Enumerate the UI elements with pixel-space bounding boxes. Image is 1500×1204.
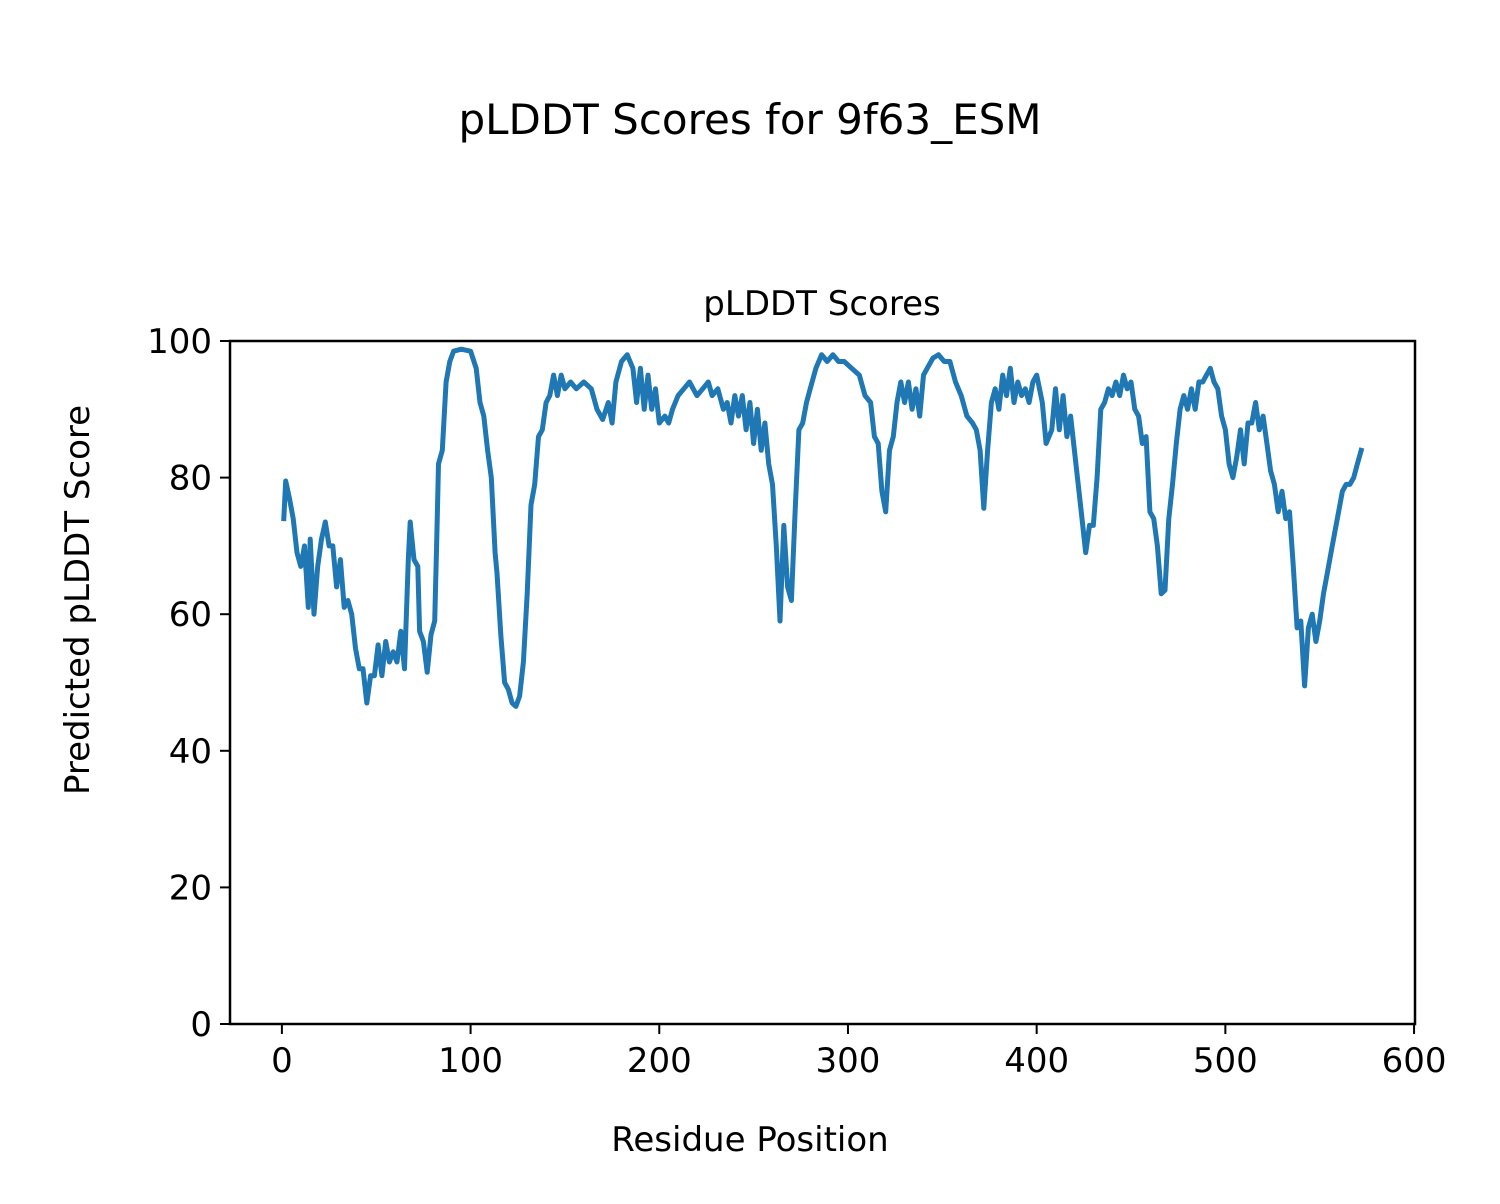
ticks: 0 100 200 300 400 500 600 0 20 40 60 80 100 <box>147 322 1446 1081</box>
series-line-plddt <box>281 346 1365 709</box>
x-tick-label: 600 <box>1382 1041 1447 1081</box>
figure-title: pLDDT Scores for 9f63_ESM <box>458 95 1041 144</box>
x-tick-label: 100 <box>438 1041 503 1081</box>
y-tick-label: 60 <box>169 595 212 635</box>
x-axis-label: Residue Position <box>611 1120 888 1160</box>
y-tick-label: 100 <box>147 322 212 362</box>
axes-title: pLDDT Scores <box>703 284 940 324</box>
x-tick-label: 0 <box>271 1041 293 1081</box>
x-tick-label: 300 <box>816 1041 881 1081</box>
plot-frame <box>228 339 1417 1026</box>
y-tick-label: 0 <box>190 1005 212 1045</box>
x-tick-label: 400 <box>1004 1041 1069 1081</box>
y-tick-label: 20 <box>169 868 212 908</box>
x-tick-label: 200 <box>627 1041 692 1081</box>
y-tick-label: 40 <box>169 732 212 772</box>
y-tick-label: 80 <box>169 459 212 499</box>
x-tick-label: 500 <box>1193 1041 1258 1081</box>
y-axis-label: Predicted pLDDT Score <box>58 405 98 795</box>
